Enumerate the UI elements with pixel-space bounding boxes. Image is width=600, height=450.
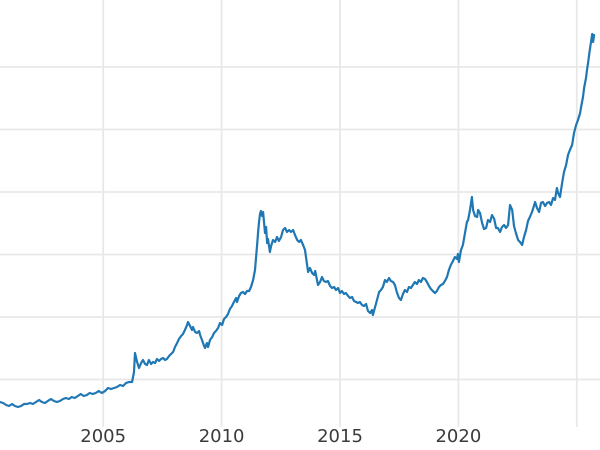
price-series-line bbox=[0, 32, 596, 409]
